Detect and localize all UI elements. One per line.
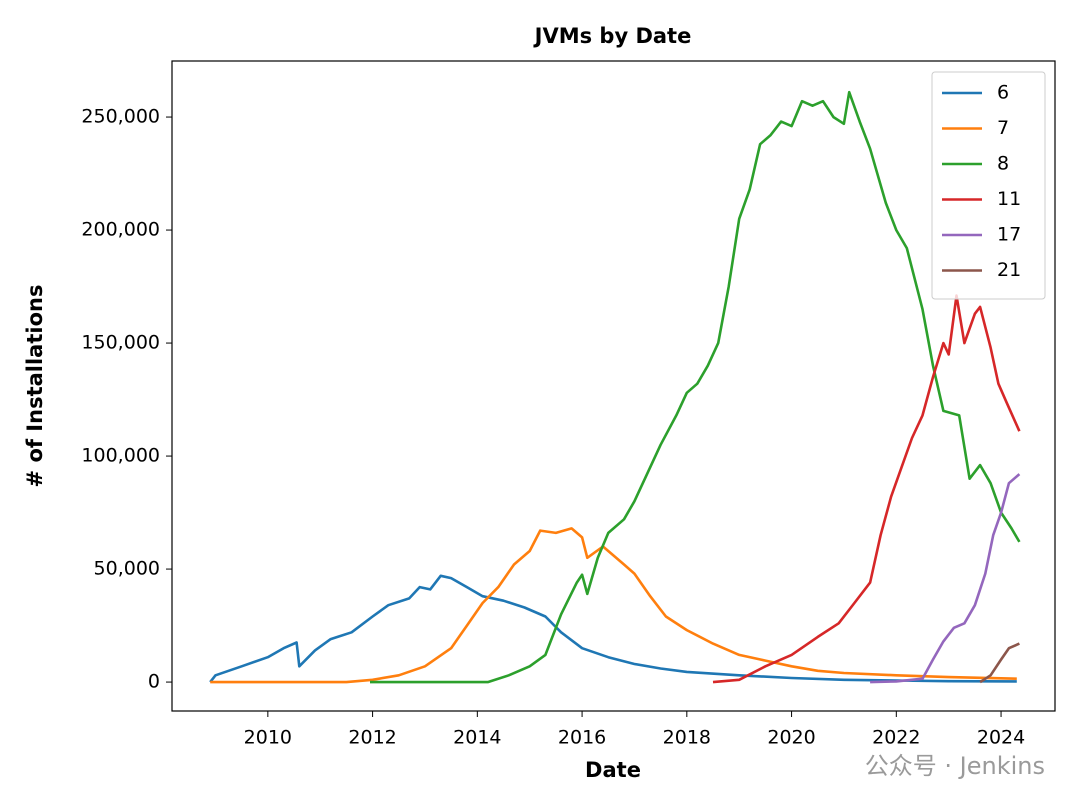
x-tick-label: 2010 — [244, 727, 292, 749]
series-line — [870, 473, 1021, 684]
series-line — [370, 90, 1021, 684]
series-line — [979, 642, 1020, 684]
legend-label: 6 — [997, 82, 1009, 104]
y-tick-label: 0 — [148, 671, 160, 693]
x-axis-label: Date — [585, 758, 641, 782]
legend-label: 21 — [997, 259, 1021, 281]
x-tick-label: 2012 — [348, 727, 396, 749]
y-axis-label: # of Installations — [23, 285, 47, 488]
chart-title: JVMs by Date — [533, 24, 692, 48]
x-tick-label: 2020 — [767, 727, 815, 749]
x-tick-label: 2024 — [977, 727, 1025, 749]
legend-label: 8 — [997, 153, 1009, 175]
y-tick-label: 50,000 — [94, 558, 160, 580]
x-tick-label: 2016 — [558, 727, 606, 749]
series-line — [209, 574, 1017, 683]
legend-label: 11 — [997, 188, 1021, 210]
legend-label: 7 — [997, 117, 1009, 139]
x-tick-label: 2022 — [872, 727, 920, 749]
series-line — [712, 294, 1021, 684]
y-tick-label: 100,000 — [81, 445, 160, 467]
x-tick-label: 2018 — [663, 727, 711, 749]
watermark: 公众号 · Jenkins — [865, 752, 1045, 780]
y-tick-label: 150,000 — [81, 332, 160, 354]
series-line — [210, 527, 1017, 684]
legend-label: 17 — [997, 224, 1021, 246]
y-tick-label: 200,000 — [81, 219, 160, 241]
legend-box — [931, 71, 1046, 300]
x-tick-label: 2014 — [453, 727, 501, 749]
y-tick-label: 250,000 — [81, 106, 160, 128]
plot-frame — [171, 60, 1056, 712]
